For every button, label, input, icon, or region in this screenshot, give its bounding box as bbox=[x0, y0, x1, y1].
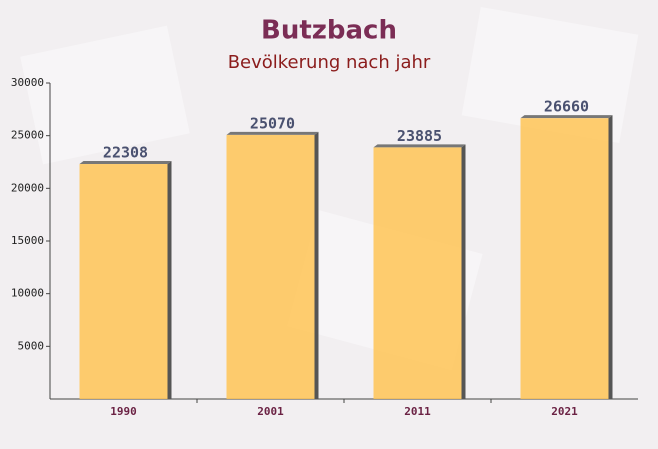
bar-shadow bbox=[167, 161, 172, 399]
y-tick-label: 30000 bbox=[11, 76, 44, 89]
value-label: 26660 bbox=[544, 98, 589, 116]
bar-shadow bbox=[226, 131, 319, 135]
y-tick-label: 5000 bbox=[18, 339, 45, 352]
bar-shadow bbox=[520, 115, 613, 119]
bar-shadow bbox=[461, 144, 466, 399]
value-label: 23885 bbox=[397, 127, 442, 145]
y-tick-label: 15000 bbox=[11, 234, 44, 247]
value-label: 22308 bbox=[103, 144, 148, 162]
bar bbox=[226, 134, 315, 400]
bg-pattern bbox=[20, 25, 190, 165]
x-tick-label: 1990 bbox=[110, 405, 137, 418]
y-tick-label: 25000 bbox=[11, 129, 44, 142]
bar bbox=[79, 164, 168, 399]
bar-shadow bbox=[608, 115, 613, 399]
chart-subtitle: Bevölkerung nach jahr bbox=[228, 52, 431, 73]
bar-shadow bbox=[373, 144, 466, 148]
x-tick-label: 2021 bbox=[551, 405, 578, 418]
chart-title: Butzbach bbox=[261, 16, 397, 46]
bar-shadow bbox=[79, 161, 172, 165]
value-label: 25070 bbox=[250, 114, 295, 132]
bar-shadow bbox=[314, 131, 319, 400]
y-tick-label: 20000 bbox=[11, 181, 44, 194]
bg-pattern bbox=[461, 6, 639, 144]
x-tick-label: 2011 bbox=[404, 405, 431, 418]
x-tick-label: 2001 bbox=[257, 405, 284, 418]
bar bbox=[373, 147, 462, 399]
y-tick-label: 10000 bbox=[11, 287, 44, 300]
bar bbox=[520, 118, 609, 399]
